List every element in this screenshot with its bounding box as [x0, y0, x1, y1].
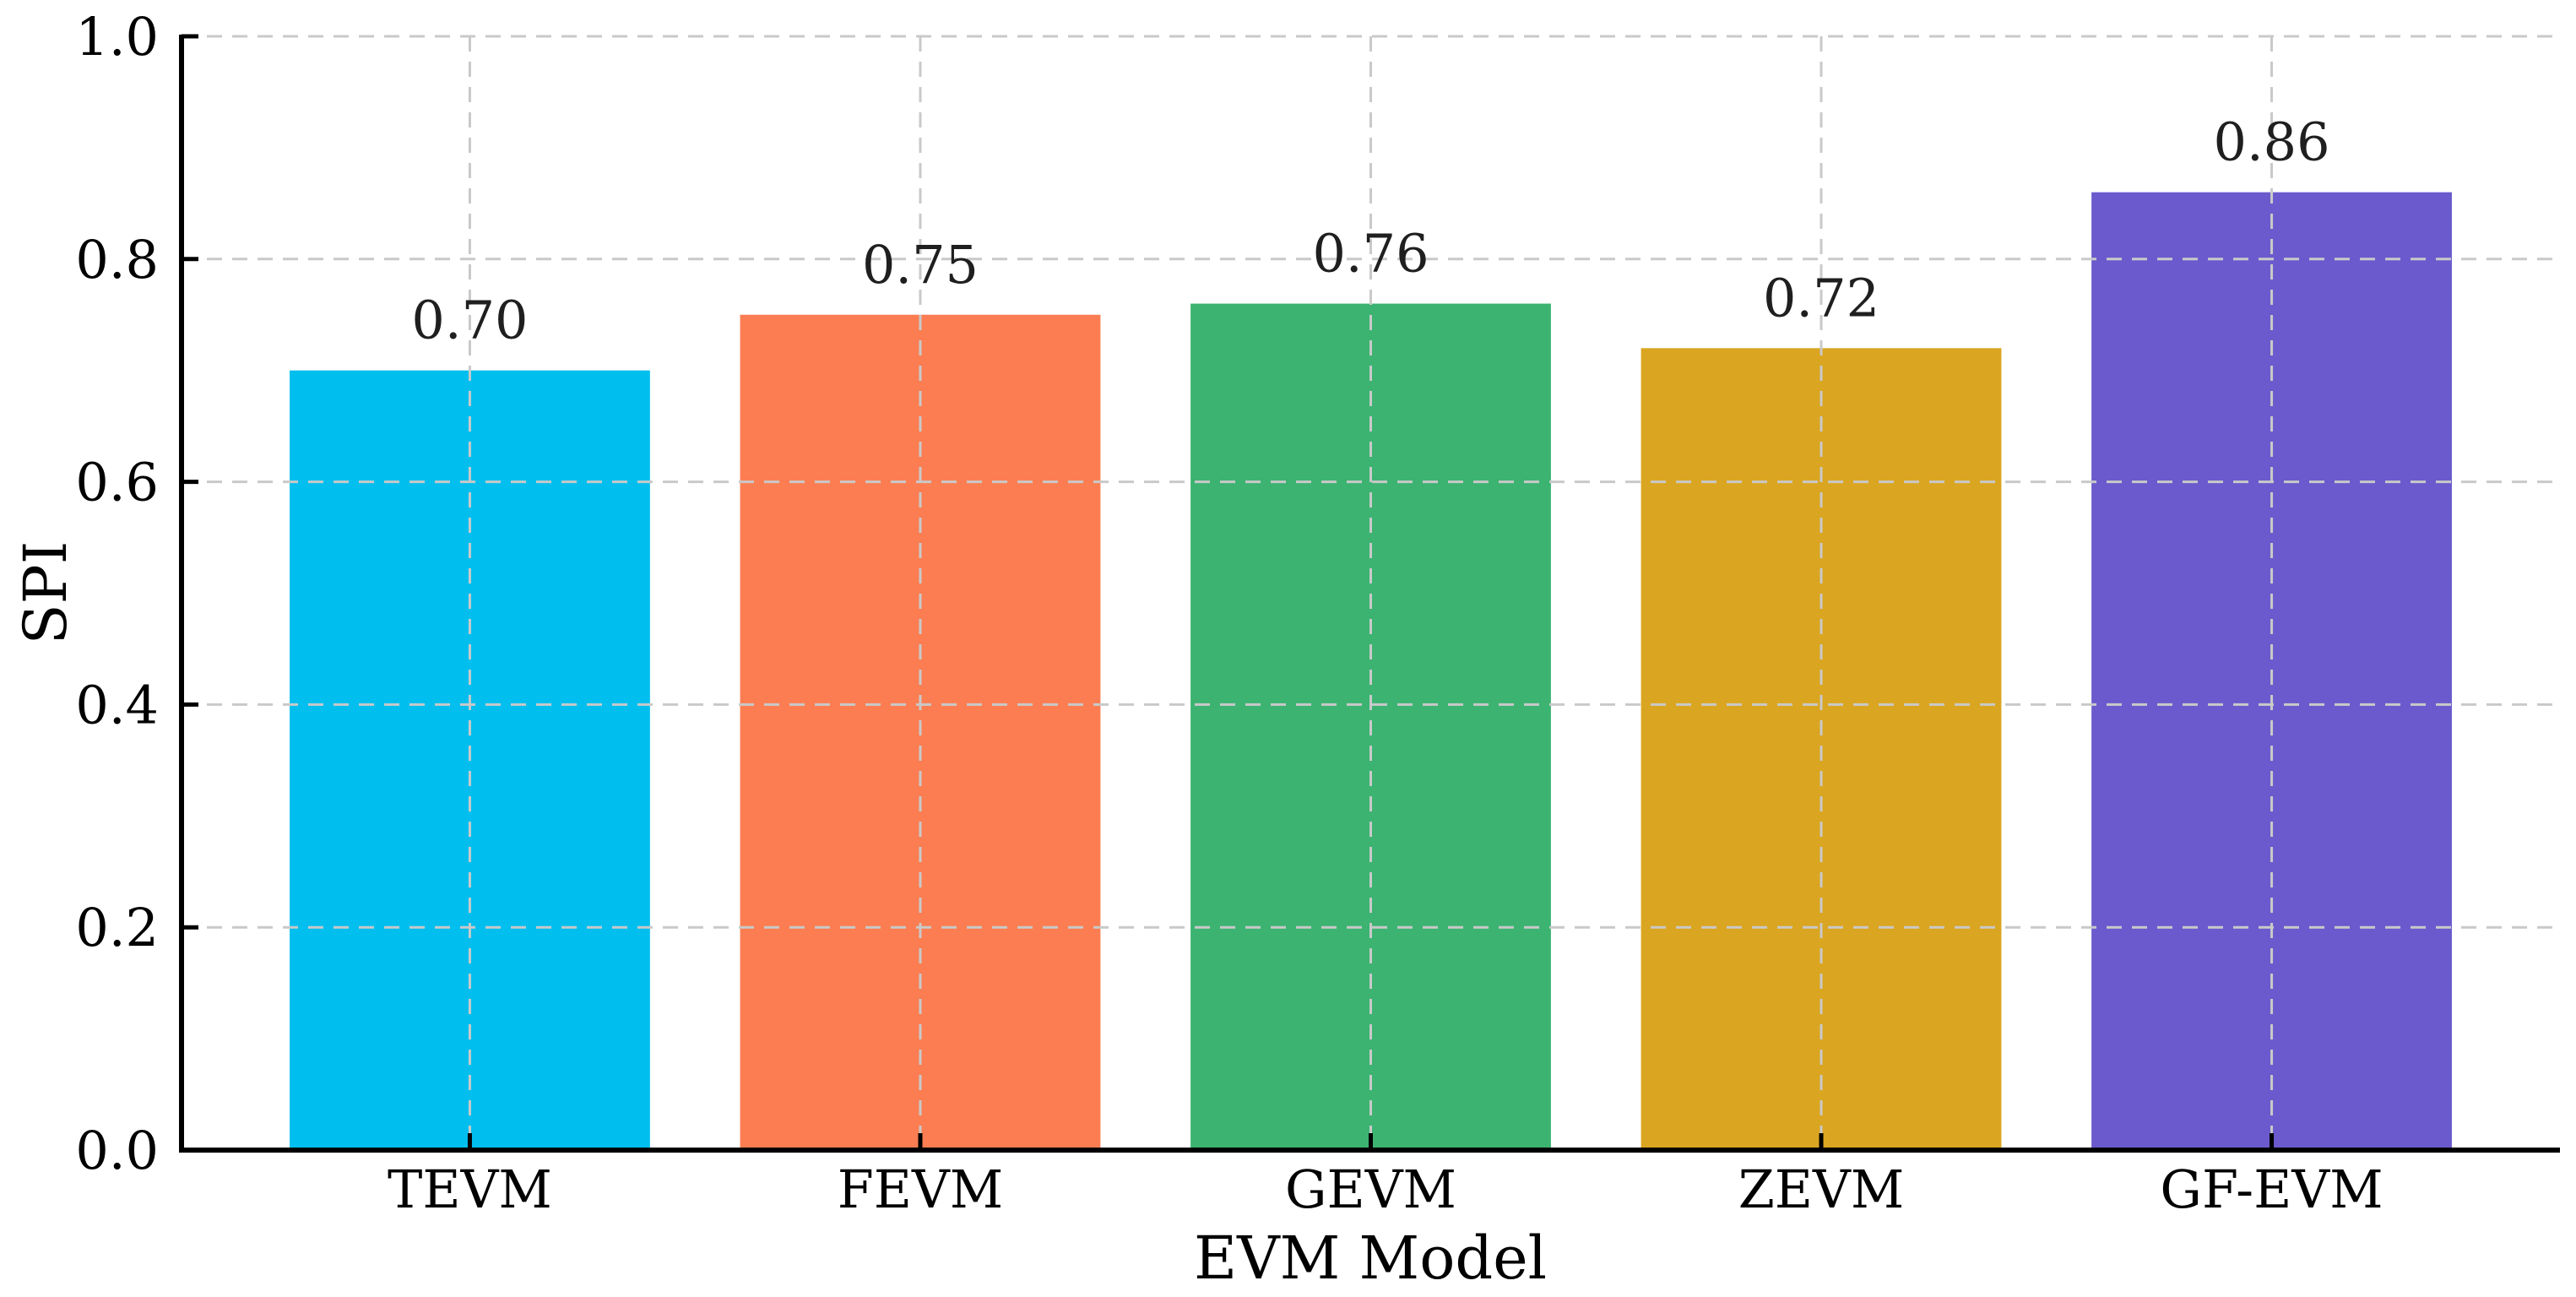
labels-layer: EVM Model SPI 0.0 0.2 0.4 0.6 0.8 1.0 TEVM FEVM… [11, 6, 2383, 1293]
y-tick-label-1.0: 1.0 [75, 6, 159, 68]
y-tick-label-0.4: 0.4 [75, 674, 159, 735]
value-label-fevm: 0.75 [862, 234, 979, 296]
value-label-zevm: 0.72 [1763, 267, 1879, 328]
axes-layer [179, 34, 2560, 1153]
x-tick-label-gf-evm: GF-EVM [2160, 1159, 2383, 1220]
y-axis-title: SPI [11, 541, 80, 645]
x-tick-label-tevm: TEVM [388, 1159, 552, 1220]
value-label-gf-evm: 0.86 [2214, 111, 2330, 173]
value-label-gevm: 0.76 [1312, 223, 1429, 285]
y-tick-label-0.0: 0.0 [75, 1120, 159, 1181]
value-label-tevm: 0.70 [411, 290, 528, 351]
y-tick-label-0.8: 0.8 [75, 229, 159, 290]
y-tick-label-0.2: 0.2 [75, 897, 159, 958]
x-tick-label-fevm: FEVM [838, 1159, 1004, 1220]
x-tick-label-zevm: ZEVM [1738, 1159, 1905, 1220]
y-tick-label-0.6: 0.6 [75, 452, 159, 513]
x-tick-label-gevm: GEVM [1285, 1159, 1456, 1220]
x-axis-title: EVM Model [1194, 1224, 1547, 1293]
